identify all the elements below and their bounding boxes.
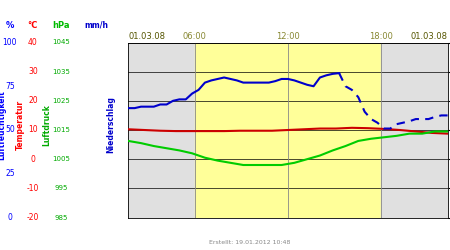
Text: 01.03.08: 01.03.08 (411, 32, 448, 41)
Text: 40: 40 (28, 38, 38, 47)
Text: 1025: 1025 (52, 98, 70, 104)
Text: 01.03.08: 01.03.08 (128, 32, 165, 41)
Text: -10: -10 (27, 184, 39, 193)
Text: 50: 50 (5, 126, 15, 134)
Text: 10: 10 (28, 126, 38, 134)
Text: 985: 985 (54, 214, 68, 220)
Text: 06:00: 06:00 (183, 32, 207, 41)
Text: 0: 0 (8, 213, 12, 222)
Text: 1005: 1005 (52, 156, 70, 162)
Text: 18:00: 18:00 (369, 32, 393, 41)
Text: 995: 995 (54, 185, 68, 191)
Text: Erstellt: 19.01.2012 10:48: Erstellt: 19.01.2012 10:48 (209, 240, 290, 245)
Text: °C: °C (27, 20, 38, 30)
Text: %: % (6, 20, 14, 30)
Text: 1045: 1045 (52, 40, 70, 46)
Text: 0: 0 (31, 155, 35, 164)
Bar (128, 42, 195, 218)
Text: hPa: hPa (52, 20, 69, 30)
Text: mm/h: mm/h (85, 20, 109, 30)
Text: -20: -20 (27, 213, 39, 222)
Text: 100: 100 (3, 38, 17, 47)
Text: 1015: 1015 (52, 127, 70, 133)
Text: Niederschlag: Niederschlag (106, 96, 115, 154)
Bar (381, 42, 448, 218)
Text: Luftdruck: Luftdruck (42, 104, 51, 146)
Text: 30: 30 (28, 67, 38, 76)
Text: 12:00: 12:00 (276, 32, 300, 41)
Bar (195, 42, 381, 218)
Text: 20: 20 (28, 96, 38, 105)
Text: 75: 75 (5, 82, 15, 91)
Text: Temperatur: Temperatur (16, 100, 25, 150)
Text: 25: 25 (5, 169, 15, 178)
Text: 1035: 1035 (52, 69, 70, 75)
Text: Luftfeuchtigkeit: Luftfeuchtigkeit (0, 90, 6, 160)
